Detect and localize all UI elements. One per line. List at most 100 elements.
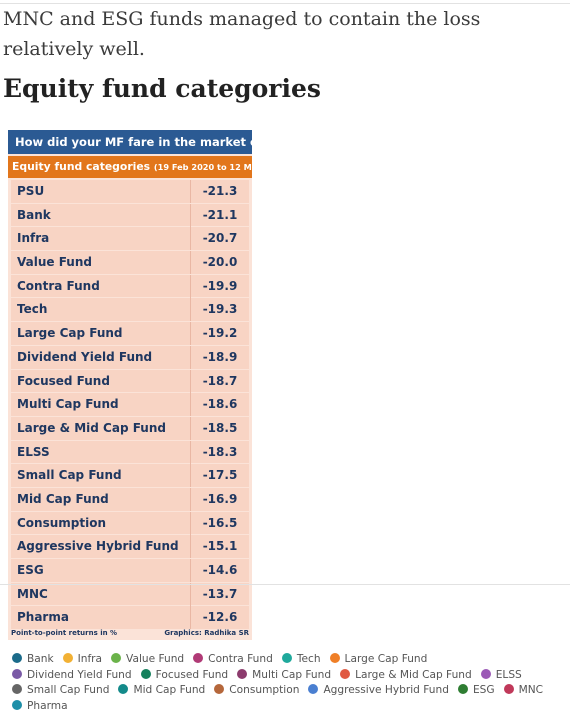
graphic-title: How did your MF fare in the market crash…	[8, 130, 292, 154]
table-row: Pharma -12.6	[11, 606, 249, 631]
legend-label: Small Cap Fund	[27, 684, 110, 696]
category-label: Mid Cap Fund	[17, 491, 109, 506]
table-row: Large Cap Fund -19.2	[11, 322, 249, 346]
table-row: Small Cap Fund -17.5	[11, 464, 249, 488]
legend-item[interactable]: Large & Mid Cap Fund	[340, 668, 472, 684]
table-row: Consumption -16.5	[11, 511, 249, 536]
legend-dot-icon	[503, 684, 514, 694]
graphics-credit: Graphics: Radhika SR	[164, 629, 249, 637]
legend-item[interactable]: Dividend Yield Fund	[12, 668, 132, 684]
return-value: -18.9	[190, 345, 249, 369]
legend-item[interactable]: Infra	[62, 652, 102, 668]
legend-dot-icon	[308, 684, 319, 694]
intro-paragraph: MNC and ESG funds managed to contain the…	[3, 4, 563, 64]
return-value: -17.5	[190, 464, 249, 488]
return-value: -16.9	[190, 487, 249, 511]
legend-dot-icon	[111, 653, 122, 663]
category-label: Contra Fund	[17, 278, 100, 293]
legend-item[interactable]: Bank	[12, 652, 54, 668]
category-label: ELSS	[17, 444, 50, 459]
intro-line-1: MNC and ESG funds managed to contain the…	[3, 8, 481, 30]
legend-dot-icon	[12, 668, 22, 679]
table-row: ESG -14.6	[11, 559, 249, 583]
legend-dot-icon	[214, 684, 225, 694]
category-label: Infra	[17, 231, 50, 246]
legend-label: ESG	[472, 684, 495, 696]
legend-label: Pharma	[27, 699, 68, 712]
legend-label: Focused Fund	[155, 668, 229, 681]
legend-label: Consumption	[229, 684, 300, 696]
intro-line-2: relatively well.	[3, 38, 145, 60]
legend-dot-icon	[193, 653, 204, 663]
table-row: Infra -20.7	[11, 227, 249, 252]
legend-dot-icon	[12, 684, 22, 694]
legend-dot-icon	[340, 668, 351, 679]
legend-item[interactable]: Contra Fund	[193, 652, 273, 668]
footer-note: Point-to-point returns in %	[11, 629, 118, 637]
return-value: -16.5	[190, 511, 249, 535]
return-value: -20.0	[190, 251, 249, 275]
return-value: -19.3	[190, 298, 249, 322]
category-label: Bank	[17, 207, 51, 222]
legend-item[interactable]: Tech	[281, 652, 321, 668]
category-label: Dividend Yield Fund	[17, 349, 153, 364]
table-row: Focused Fund -18.7	[11, 369, 249, 394]
graphic-footer: Point-to-point returns in % Graphics: Ra…	[11, 629, 249, 637]
legend-item[interactable]: Value Fund	[111, 652, 184, 668]
legend-label: Aggressive Hybrid Fund	[323, 684, 449, 696]
table-row: Value Fund -20.0	[11, 251, 249, 275]
category-label: MNC	[17, 586, 48, 601]
legend-item[interactable]: Mid Cap Fund	[118, 683, 205, 699]
return-value: -13.7	[190, 582, 249, 606]
return-value: -18.7	[190, 369, 249, 393]
category-label: Tech	[17, 302, 48, 317]
legend-item[interactable]: Large Cap Fund	[329, 652, 428, 668]
legend-label: ELSS	[495, 668, 522, 681]
legend-dot-icon	[329, 653, 340, 663]
legend-dot-icon	[281, 653, 292, 663]
category-label: Multi Cap Fund	[17, 397, 119, 412]
legend-dot-icon	[62, 653, 73, 663]
legend-label: Dividend Yield Fund	[27, 668, 132, 681]
table-row: ELSS -18.3	[11, 440, 249, 465]
legend-label: Mid Cap Fund	[133, 684, 206, 696]
category-label: Large Cap Fund	[17, 326, 123, 341]
return-value: -12.6	[190, 606, 249, 630]
legend-item[interactable]: Pharma	[12, 699, 68, 715]
divider-top	[0, 3, 570, 4]
table-row: PSU -21.3	[11, 180, 249, 204]
legend-label: Large Cap Fund	[344, 653, 428, 665]
legend-dot-icon	[12, 653, 22, 663]
category-label: ESG	[17, 563, 44, 577]
legend-item[interactable]: Aggressive Hybrid Fund	[308, 683, 449, 699]
return-value: -21.3	[190, 180, 249, 203]
legend-label: Bank	[27, 653, 54, 665]
legend-dot-icon	[480, 668, 491, 679]
legend-item[interactable]: ESG	[457, 683, 495, 699]
legend-item[interactable]: Focused Fund	[140, 668, 229, 684]
table-row: Multi Cap Fund -18.6	[11, 393, 249, 417]
legend-item[interactable]: Consumption	[214, 683, 299, 699]
table-row: Mid Cap Fund -16.9	[11, 487, 249, 512]
legend-dot-icon	[457, 684, 468, 694]
legend-dot-icon	[118, 684, 129, 694]
legend-label: Multi Cap Fund	[252, 668, 332, 681]
divider-bottom	[0, 584, 570, 585]
table-row: Tech -19.3	[11, 298, 249, 323]
table-row: Dividend Yield Fund -18.9	[11, 345, 249, 370]
legend-item[interactable]: ELSS	[480, 668, 522, 684]
fund-returns-graphic: How did your MF fare in the market crash…	[8, 130, 292, 640]
table-row: Bank -21.1	[11, 203, 249, 228]
category-label: Aggressive Hybrid Fund	[17, 539, 179, 554]
legend-item[interactable]: MNC	[503, 683, 543, 699]
category-label: Large & Mid Cap Fund	[17, 420, 166, 435]
graphic-subtitle-period: (19 Feb 2020 to 12 Mar 2020)	[153, 162, 252, 172]
category-label: Consumption	[17, 515, 107, 530]
return-value: -18.6	[190, 393, 249, 417]
legend-item[interactable]: Multi Cap Fund	[237, 668, 331, 684]
legend-label: Contra Fund	[208, 653, 273, 665]
section-heading: Equity fund categories	[3, 74, 321, 103]
legend-item[interactable]: Small Cap Fund	[12, 683, 109, 699]
returns-table: PSU -21.3 Bank -21.1 Infra -20.7 Value Fund -20…	[11, 180, 249, 631]
category-label: Pharma	[17, 610, 69, 625]
